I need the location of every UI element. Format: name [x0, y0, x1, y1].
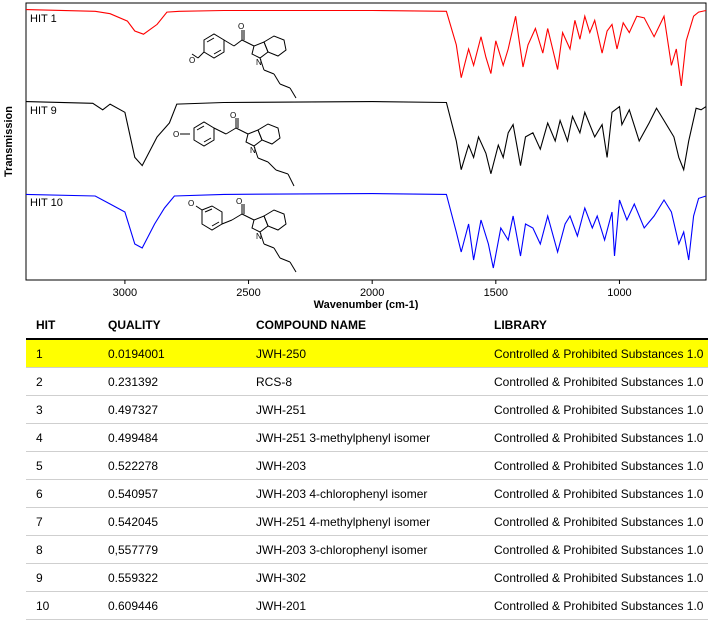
ketone-oxygen-label: O [236, 197, 242, 206]
compound-name-cell: JWH-203 3-chlorophenyl isomer [256, 535, 494, 564]
library-cell: Controlled & Prohibited Substances 1.0 [494, 535, 708, 564]
table-row[interactable]: 1 0.0194001 JWH-250 Controlled & Prohibited… [26, 339, 708, 368]
methoxy-oxygen-label: O [188, 199, 194, 208]
indole-nitrogen-label: N [256, 58, 262, 67]
compound-name-cell: JWH-201 [256, 591, 494, 620]
quality-cell: 0.0194001 [108, 339, 256, 368]
y-axis-label: Transmission [3, 106, 15, 177]
indole-nitrogen-label: N [256, 232, 262, 241]
table-body: 1 0.0194001 JWH-250 Controlled & Prohibited… [26, 339, 708, 620]
compound-name-cell: JWH-250 [256, 339, 494, 368]
quality-cell: 0.609446 [108, 591, 256, 620]
library-cell: Controlled & Prohibited Substances 1.0 [494, 339, 708, 368]
spectra-svg: HIT 1 HIT 9 HIT 10 3000 2500 2000 1500 1000 Wave… [3, 2, 707, 310]
hit-cell: 5 [26, 451, 108, 480]
hit-1-structure-drawing: O O N [189, 22, 297, 99]
quality-cell: 0.522278 [108, 451, 256, 480]
series-label: HIT 1 [30, 13, 57, 25]
quality-cell: 0.231392 [108, 367, 256, 396]
hit-cell: 6 [26, 479, 108, 508]
hit-cell: 10 [26, 591, 108, 620]
compound-name-cell: RCS-8 [256, 367, 494, 396]
table-row[interactable]: 9 0.559322 JWH-302 Controlled & Prohibited … [26, 563, 708, 592]
compound-name-cell: JWH-203 4-chlorophenyl isomer [256, 479, 494, 508]
x-axis-label: Wavenumber (cm-1) [314, 299, 419, 310]
indole-nitrogen-label: N [250, 146, 256, 155]
table-row[interactable]: 8 0,557779 JWH-203 3-chlorophenyl isomer Co… [26, 535, 708, 564]
series-label: HIT 10 [30, 197, 63, 209]
compound-name-cell: JWH-302 [256, 563, 494, 592]
ir-spectra-chart: HIT 1 HIT 9 HIT 10 3000 2500 2000 1500 1000 Wave… [3, 2, 707, 310]
column-header-quality: QUALITY [108, 312, 256, 340]
methoxy-oxygen-label: O [189, 56, 195, 65]
search-results-table: HIT QUALITY COMPOUND NAME LIBRARY 1 0.019… [26, 312, 708, 620]
compound-name-cell: JWH-251 4-methylphenyl isomer [256, 507, 494, 536]
library-cell: Controlled & Prohibited Substances 1.0 [494, 591, 708, 620]
hit-9-structure-drawing: O O N [173, 111, 295, 187]
quality-cell: 0.542045 [108, 507, 256, 536]
quality-cell: 0.499484 [108, 423, 256, 452]
hit-10-structure-drawing: O O N [188, 197, 297, 273]
x-tick-label: 1000 [607, 287, 631, 299]
x-tick-label: 3000 [113, 287, 137, 299]
library-cell: Controlled & Prohibited Substances 1.0 [494, 507, 708, 536]
table-row[interactable]: 2 0.231392 RCS-8 Controlled & Prohibited Su… [26, 367, 708, 396]
series-label: HIT 9 [30, 105, 57, 117]
compound-name-cell: JWH-251 [256, 395, 494, 424]
series-line-3 [25, 193, 707, 269]
table-row[interactable]: 10 0.609446 JWH-201 Controlled & Prohibited… [26, 591, 708, 620]
ketone-oxygen-label: O [230, 111, 236, 120]
library-cell: Controlled & Prohibited Substances 1.0 [494, 479, 708, 508]
quality-cell: 0,557779 [108, 535, 256, 564]
compound-name-cell: JWH-203 [256, 451, 494, 480]
hit-cell: 2 [26, 367, 108, 396]
table-row[interactable]: 5 0.522278 JWH-203 Controlled & Prohibited … [26, 451, 708, 480]
table-row[interactable]: 7 0.542045 JWH-251 4-methylphenyl isomer Co… [26, 507, 708, 536]
column-header-library: LIBRARY [494, 312, 708, 340]
quality-cell: 0.497327 [108, 395, 256, 424]
hit-cell: 8 [26, 535, 108, 564]
ome-bond [191, 53, 199, 59]
table-row[interactable]: 4 0.499484 JWH-251 3-methylphenyl isomer Co… [26, 423, 708, 452]
hit-cell: 9 [26, 563, 108, 592]
series-line-1 [25, 9, 707, 86]
column-header-hit: HIT [26, 312, 108, 340]
compound-name-cell: JWH-251 3-methylphenyl isomer [256, 423, 494, 452]
library-cell: Controlled & Prohibited Substances 1.0 [494, 451, 708, 480]
library-cell: Controlled & Prohibited Substances 1.0 [494, 563, 708, 592]
hit-cell: 1 [26, 339, 108, 368]
x-tick-label: 2500 [236, 287, 260, 299]
plot-frame [25, 2, 707, 281]
x-tick-label: 2000 [360, 287, 384, 299]
hit-cell: 7 [26, 507, 108, 536]
table-row[interactable]: 3 0.497327 JWH-251 Controlled & Prohibited … [26, 395, 708, 424]
hit-cell: 3 [26, 395, 108, 424]
library-cell: Controlled & Prohibited Substances 1.0 [494, 395, 708, 424]
library-cell: Controlled & Prohibited Substances 1.0 [494, 423, 708, 452]
hit-cell: 4 [26, 423, 108, 452]
table-row[interactable]: 6 0.540957 JWH-203 4-chlorophenyl isomer Co… [26, 479, 708, 508]
x-tick-label: 1500 [484, 287, 508, 299]
methoxy-oxygen-label: O [173, 130, 179, 139]
quality-cell: 0.559322 [108, 563, 256, 592]
table-header-row: HIT QUALITY COMPOUND NAME LIBRARY [26, 312, 708, 340]
series-line-2 [25, 101, 707, 174]
library-cell: Controlled & Prohibited Substances 1.0 [494, 367, 708, 396]
column-header-compound-name: COMPOUND NAME [256, 312, 494, 340]
quality-cell: 0.540957 [108, 479, 256, 508]
ketone-oxygen-label: O [238, 22, 244, 31]
